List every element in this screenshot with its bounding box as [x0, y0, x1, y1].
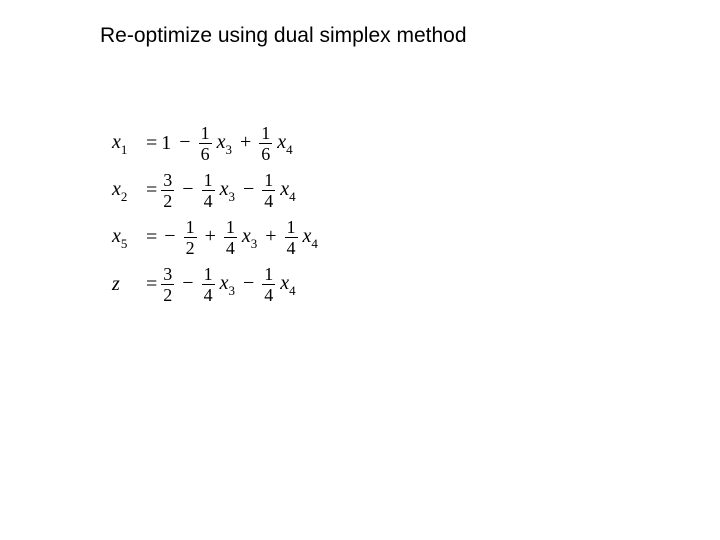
eq-lhs: x1: [110, 120, 144, 167]
eq-equals: =: [144, 214, 159, 261]
fraction: 12: [184, 218, 197, 257]
equation-row: z = 32 − 14 x3 − 14 x4: [110, 261, 320, 308]
eq-rhs: 1 − 16 x3 + 16 x4: [159, 120, 320, 167]
equation-block: x1 = 1 − 16 x3 + 16 x4 x2: [110, 120, 320, 308]
eq-equals: =: [144, 120, 159, 167]
eq-term: 1: [161, 132, 171, 155]
equation-row: x2 = 32 − 14 x3 − 14 x4: [110, 167, 320, 214]
eq-lhs: x5: [110, 214, 144, 261]
equation-row: x1 = 1 − 16 x3 + 16 x4: [110, 120, 320, 167]
eq-equals: =: [144, 167, 159, 214]
equation-table: x1 = 1 − 16 x3 + 16 x4 x2: [110, 120, 320, 308]
fraction: 14: [262, 265, 275, 304]
fraction: 14: [262, 171, 275, 210]
fraction: 14: [224, 218, 237, 257]
slide: Re-optimize using dual simplex method x1…: [0, 0, 720, 540]
fraction: 14: [285, 218, 298, 257]
eq-lhs: x2: [110, 167, 144, 214]
fraction: 16: [199, 124, 212, 163]
fraction: 16: [259, 124, 272, 163]
fraction: 14: [202, 171, 215, 210]
fraction: 14: [202, 265, 215, 304]
eq-lhs: z: [110, 261, 144, 308]
eq-equals: =: [144, 261, 159, 308]
slide-title: Re-optimize using dual simplex method: [100, 24, 467, 48]
equation-row: x5 = − 12 + 14 x3 + 14 x4: [110, 214, 320, 261]
fraction: 32: [161, 171, 174, 210]
eq-rhs: 32 − 14 x3 − 14 x4: [159, 167, 320, 214]
fraction: 32: [161, 265, 174, 304]
eq-rhs: 32 − 14 x3 − 14 x4: [159, 261, 320, 308]
eq-rhs: − 12 + 14 x3 + 14 x4: [159, 214, 320, 261]
